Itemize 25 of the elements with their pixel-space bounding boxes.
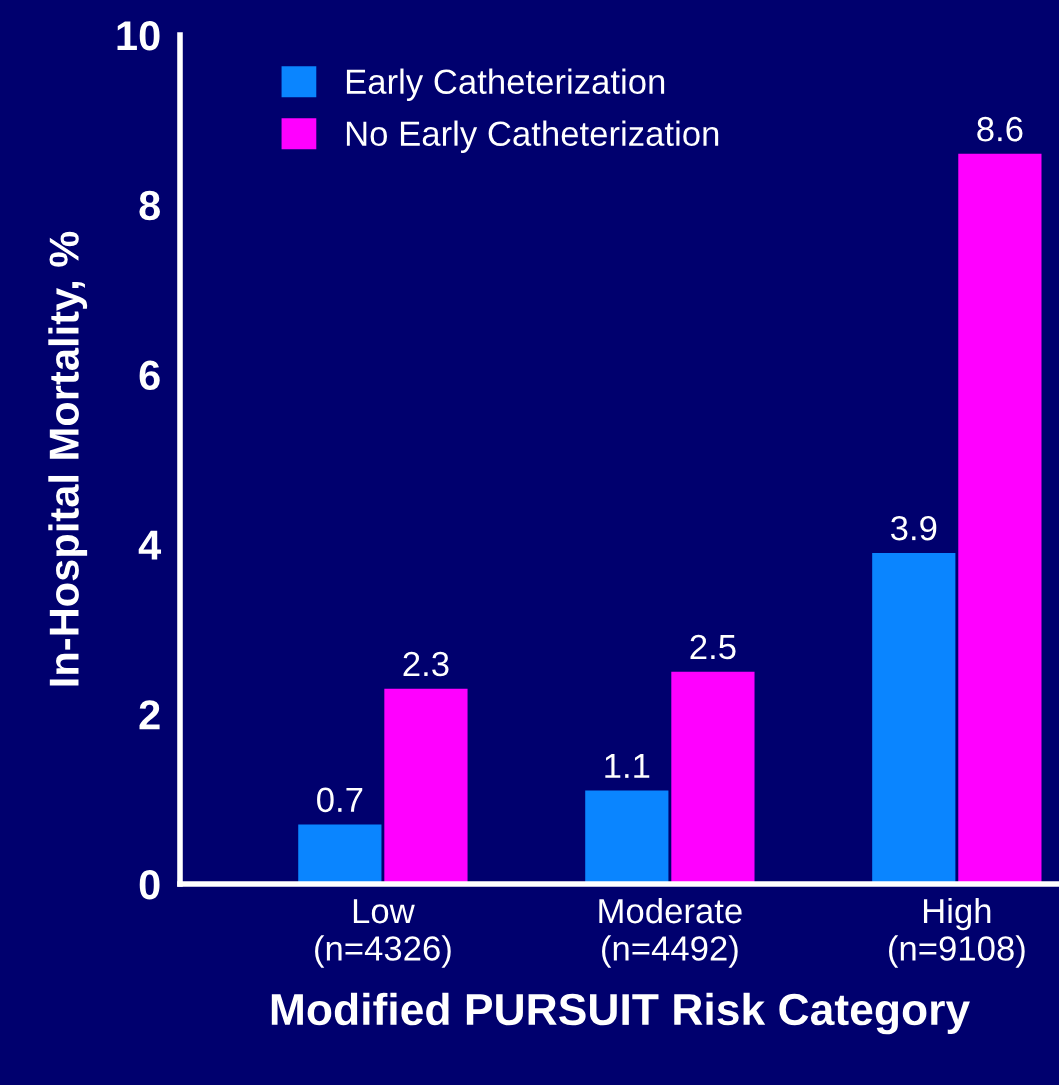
x-tick-label: Low (n=4326) xyxy=(315,899,451,968)
bar xyxy=(958,153,1042,884)
bar xyxy=(671,671,755,884)
y-tick-label: 10 xyxy=(117,21,160,51)
x-tick-label: Moderate (n=4492) xyxy=(599,897,742,968)
bar xyxy=(585,790,669,884)
y-axis-title: In-Hospital Mortality, % xyxy=(48,231,88,686)
bar xyxy=(384,688,468,884)
data-label: 2.5 xyxy=(690,634,736,660)
x-axis-title: Modified PURSUIT Risk Category xyxy=(271,992,970,1035)
y-tick-label: 0 xyxy=(139,870,160,900)
data-label: 0.7 xyxy=(317,787,363,813)
bar xyxy=(872,552,956,884)
y-tick-label: 6 xyxy=(139,360,160,391)
data-label: 8.6 xyxy=(977,116,1023,142)
data-label: 3.9 xyxy=(890,515,937,541)
y-tick-label: 8 xyxy=(139,190,160,221)
y-tick-label: 4 xyxy=(138,530,162,560)
y-tick-label: 2 xyxy=(139,700,160,730)
data-label: 2.3 xyxy=(403,651,449,677)
legend-label: No Early Catheterization xyxy=(346,120,719,153)
bar xyxy=(298,824,382,884)
legend-label: Early Catheterization xyxy=(346,68,665,101)
data-label: 1.1 xyxy=(605,753,650,778)
x-tick-label: High (n=9108) xyxy=(889,897,1025,968)
